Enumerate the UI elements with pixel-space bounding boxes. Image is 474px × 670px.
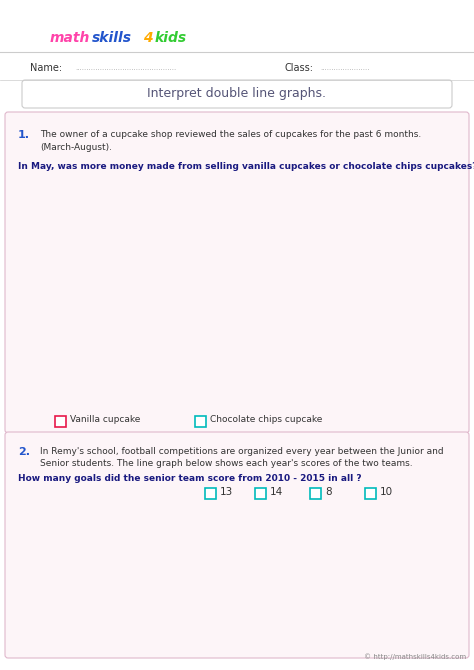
Bar	[55, 416, 66, 427]
Text: Interpret double line graphs.: Interpret double line graphs.	[147, 86, 327, 100]
Y-axis label: sales: sales	[20, 208, 29, 230]
Bar	[365, 488, 376, 499]
Text: Months: Months	[352, 310, 380, 318]
Text: How many goals did the senior team score from 2010 - 2015 in all ?: How many goals did the senior team score…	[18, 474, 362, 483]
Text: skills: skills	[92, 31, 132, 45]
Text: In May, was more money made from selling vanilla cupcakes or chocolate chips cup: In May, was more money made from selling…	[18, 162, 474, 171]
Bar	[205, 488, 216, 499]
Bar	[255, 488, 266, 499]
Text: (March-August).: (March-August).	[40, 143, 112, 152]
Text: The owner of a cupcake shop reviewed the sales of cupcakes for the past 6 months: The owner of a cupcake shop reviewed the…	[40, 130, 421, 139]
Text: Football competition: Football competition	[96, 392, 196, 402]
Text: Junoir team: Junoir team	[316, 452, 361, 461]
Text: Senior team: Senior team	[316, 574, 363, 583]
Text: ......................: ......................	[320, 65, 370, 71]
Text: .............................................: ........................................…	[75, 65, 176, 71]
Text: Chocolate chips cupcake: Chocolate chips cupcake	[210, 415, 322, 425]
Text: 8: 8	[325, 487, 332, 497]
Text: In Remy's school, football competitions are organized every year between the Jun: In Remy's school, football competitions …	[40, 447, 444, 456]
Text: years: years	[352, 590, 373, 599]
Text: 13: 13	[220, 487, 233, 497]
Y-axis label: Goals: Goals	[40, 472, 49, 496]
Text: 1.: 1.	[18, 130, 30, 140]
Text: Vanilla cupcake: Vanilla cupcake	[70, 415, 140, 425]
Text: Name:: Name:	[30, 63, 62, 73]
FancyBboxPatch shape	[22, 80, 452, 108]
FancyBboxPatch shape	[5, 112, 469, 433]
FancyBboxPatch shape	[5, 432, 469, 658]
Text: kids: kids	[155, 31, 187, 45]
Text: Vanilla cupcake: Vanilla cupcake	[316, 152, 376, 161]
Bar	[310, 488, 321, 499]
Text: Cupcake sales: Cupcake sales	[105, 143, 175, 153]
Text: Class:: Class:	[285, 63, 314, 73]
Text: 10: 10	[380, 487, 393, 497]
Text: 4: 4	[143, 31, 153, 45]
Text: 14: 14	[270, 487, 283, 497]
Bar	[195, 416, 206, 427]
Text: © http://mathskills4kids.com: © http://mathskills4kids.com	[364, 653, 466, 660]
Text: 2.: 2.	[18, 447, 30, 457]
Text: Chocolate chips cupcake: Chocolate chips cupcake	[316, 275, 411, 283]
Text: Senior students. The line graph below shows each year's scores of the two teams.: Senior students. The line graph below sh…	[40, 459, 413, 468]
Text: math: math	[50, 31, 91, 45]
